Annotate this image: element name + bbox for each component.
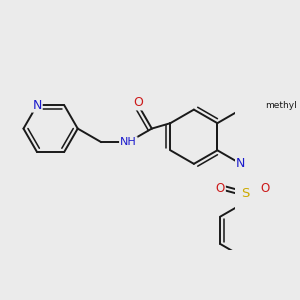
Text: O: O [216, 182, 225, 195]
Text: O: O [261, 182, 270, 195]
Text: N: N [236, 157, 245, 170]
Text: methyl: methyl [266, 101, 297, 110]
Text: NH: NH [120, 137, 137, 147]
Text: S: S [241, 187, 249, 200]
Text: N: N [32, 99, 42, 112]
Text: O: O [133, 97, 143, 110]
